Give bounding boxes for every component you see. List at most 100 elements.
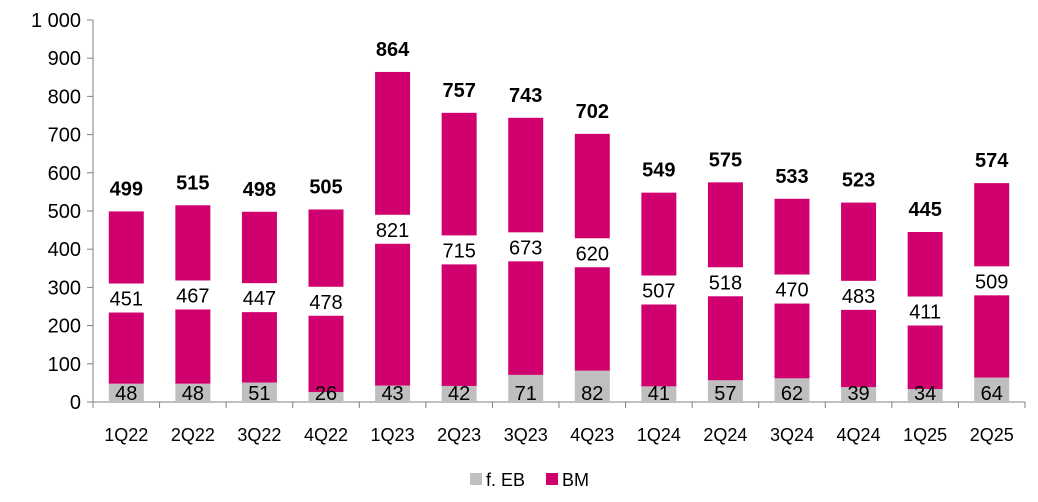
- y-tick-label: 1 000: [31, 10, 81, 32]
- bm-label-bg: [504, 232, 547, 262]
- legend-label: BM: [562, 470, 589, 490]
- total-value-label: 533: [775, 166, 808, 188]
- feb-value-label: 71: [515, 383, 537, 405]
- x-tick-label: 1Q24: [637, 425, 681, 445]
- feb-value-label: 62: [781, 383, 803, 405]
- x-tick-label: 2Q23: [437, 425, 481, 445]
- y-tick-label: 200: [48, 316, 81, 338]
- legend: f. EB BM: [470, 470, 589, 490]
- bm-label-bg: [770, 274, 814, 304]
- bm-value-label: 673: [509, 237, 542, 259]
- bar-segment-feb: [375, 385, 411, 402]
- bm-label-bg: [704, 267, 747, 297]
- y-tick-label: 700: [48, 125, 81, 147]
- bm-value-label: 509: [975, 271, 1008, 293]
- y-tick-label: 0: [70, 392, 81, 414]
- y-axis: 0 100 200 300 400 500 600 700 800 900 1 000: [31, 10, 94, 414]
- total-value-label: 757: [442, 80, 475, 102]
- y-tick-label: 100: [48, 354, 81, 376]
- x-tick-label: 2Q24: [703, 425, 747, 445]
- bar-segment-feb: [707, 380, 743, 402]
- feb-value-label: 41: [648, 383, 670, 405]
- feb-value-label: 48: [182, 383, 204, 405]
- y-tick-label: 300: [48, 277, 81, 299]
- total-value-label: 574: [975, 150, 1009, 172]
- bm-value-label: 483: [842, 286, 875, 308]
- bm-label-bg: [837, 280, 880, 310]
- total-value-label: 523: [842, 170, 875, 192]
- bar-segment-feb: [574, 370, 610, 402]
- bars: [108, 71, 1010, 402]
- x-axis: 1Q22 2Q22 3Q22 4Q22 1Q23 2Q23 3Q23 4Q23 1Q24 2Q24…: [92, 401, 1026, 445]
- feb-value-label: 34: [914, 383, 936, 405]
- x-tick-label: 1Q25: [903, 425, 947, 445]
- total-value-label: 864: [376, 39, 410, 61]
- legend-swatch: [546, 473, 558, 485]
- bm-value-label: 451: [110, 289, 143, 311]
- total-value-label: 549: [642, 160, 675, 182]
- x-tick-label: 4Q23: [570, 425, 614, 445]
- data-labels: 451 48 499 467 48 515 447 51 498 478 26 505 821 43 864…: [105, 39, 1013, 405]
- bar-segment-feb: [508, 374, 544, 402]
- bm-value-label: 470: [775, 280, 808, 302]
- bm-label-bg: [105, 283, 148, 313]
- feb-value-label: 43: [381, 383, 403, 405]
- y-tick-label: 500: [48, 201, 81, 223]
- legend-label: f. EB: [486, 470, 525, 490]
- feb-value-label: 26: [315, 383, 337, 405]
- bm-label-bg: [437, 235, 481, 265]
- feb-value-label: 57: [714, 383, 736, 405]
- bm-label-bg: [637, 275, 681, 305]
- x-tick-label: 1Q23: [371, 425, 415, 445]
- bar-segment-feb: [841, 387, 877, 402]
- bar-segment-feb: [308, 392, 344, 402]
- total-value-label: 743: [509, 85, 542, 107]
- bm-label-bg: [371, 214, 414, 244]
- feb-value-label: 39: [847, 383, 869, 405]
- y-tick-label: 800: [48, 86, 81, 108]
- feb-value-label: 64: [981, 383, 1003, 405]
- legend-swatch: [470, 473, 482, 485]
- bm-value-label: 518: [709, 272, 742, 294]
- x-tick-label: 3Q23: [504, 425, 548, 445]
- x-tick-label: 3Q24: [770, 425, 814, 445]
- x-tick-label: 4Q24: [837, 425, 881, 445]
- total-value-label: 702: [576, 101, 609, 123]
- feb-value-label: 48: [115, 383, 137, 405]
- bm-label-bg: [238, 283, 281, 313]
- feb-value-label: 82: [581, 383, 603, 405]
- bm-label-bg: [571, 238, 614, 268]
- bm-label-bg: [304, 286, 348, 316]
- y-tick-label: 600: [48, 163, 81, 185]
- bm-value-label: 411: [909, 302, 941, 324]
- total-value-label: 505: [309, 176, 342, 198]
- bar-segment-feb: [641, 386, 677, 402]
- x-tick-label: 2Q22: [171, 425, 215, 445]
- bm-value-label: 620: [576, 243, 609, 265]
- bm-label-bg: [903, 296, 947, 326]
- bm-label-bg: [171, 280, 215, 310]
- bm-value-label: 715: [442, 240, 475, 262]
- bar-segment-feb: [974, 377, 1010, 402]
- bm-value-label: 821: [376, 220, 409, 242]
- x-tick-label: 3Q22: [237, 425, 281, 445]
- total-value-label: 515: [176, 172, 209, 194]
- bm-value-label: 447: [243, 288, 276, 310]
- bar-segment-feb: [175, 383, 211, 402]
- x-tick-label: 1Q22: [104, 425, 148, 445]
- bar-segment-feb: [108, 383, 144, 402]
- bm-value-label: 478: [309, 292, 342, 314]
- feb-value-label: 51: [248, 383, 270, 405]
- feb-value-label: 42: [448, 383, 470, 405]
- total-value-label: 499: [110, 178, 143, 200]
- bar-segment-feb: [774, 378, 810, 402]
- bar-segment-feb: [907, 389, 943, 402]
- bm-value-label: 467: [176, 285, 209, 307]
- bar-segment-feb: [441, 385, 477, 402]
- y-tick-label: 900: [48, 48, 81, 70]
- bm-value-label: 507: [642, 281, 675, 303]
- total-value-label: 445: [908, 199, 941, 221]
- x-tick-label: 4Q22: [304, 425, 348, 445]
